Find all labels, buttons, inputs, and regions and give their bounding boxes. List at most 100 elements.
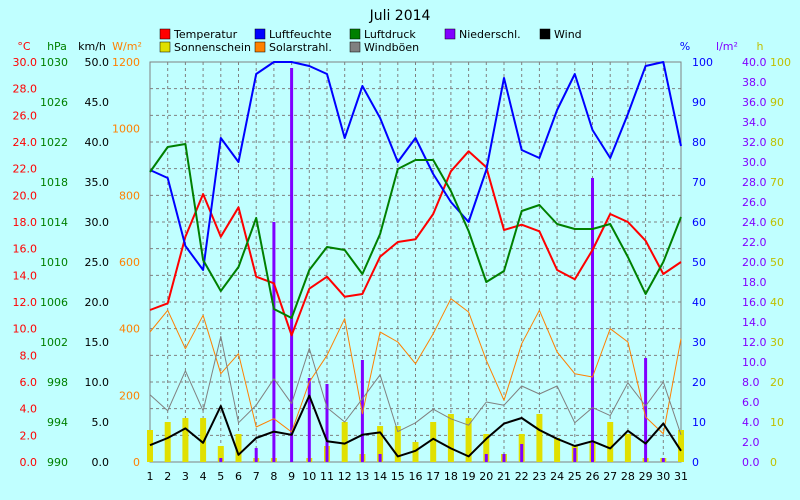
y-tick-label: 10.0 <box>13 323 38 336</box>
bar-sonnenschein <box>341 422 348 462</box>
x-tick-label: 27 <box>603 470 617 483</box>
x-tick-label: 13 <box>355 470 369 483</box>
x-tick-label: 4 <box>200 470 207 483</box>
y-tick-label: 0.0 <box>20 456 38 469</box>
series-line-temperatur <box>149 150 682 337</box>
x-tick-label: 12 <box>338 470 352 483</box>
axis-unit: km/h <box>78 40 106 53</box>
axis-units: °C hPa km/h W/m²% l/m² h <box>17 40 763 53</box>
bar-niederschl <box>290 68 294 462</box>
y-tick-label: 38.0 <box>742 76 767 89</box>
y-tick-label: 100 <box>770 56 791 69</box>
x-tick-label: 16 <box>409 470 423 483</box>
y-tick-label: 800 <box>119 189 140 202</box>
axis-unit: °C <box>17 40 31 53</box>
y-tick-label: 18.0 <box>742 276 767 289</box>
y-tick-label: 20.0 <box>742 256 767 269</box>
y-tick-label: 5.0 <box>92 416 110 429</box>
bar-sonnenschein <box>182 418 189 462</box>
x-tick-label: 29 <box>639 470 653 483</box>
axis-unit: hPa <box>47 40 67 53</box>
bar-niederschl <box>573 448 577 462</box>
y-tick-label: 90 <box>692 96 706 109</box>
x-tick-label: 25 <box>568 470 582 483</box>
y-tick-label: 0 <box>692 456 699 469</box>
y-tick-label: 36.0 <box>742 96 767 109</box>
y-tick-label: 14.0 <box>742 316 767 329</box>
series-line-windben <box>149 335 682 435</box>
y-tick-label: 30.0 <box>742 156 767 169</box>
series-line-solarstrahl <box>149 298 682 435</box>
y-tick-label: 26.0 <box>742 196 767 209</box>
y-tick-label: 40.0 <box>742 56 767 69</box>
y-tick-label: 1010 <box>40 256 68 269</box>
x-tick-label: 8 <box>270 470 277 483</box>
legend-swatch <box>444 28 456 40</box>
bar-sonnenschein <box>483 434 490 462</box>
y-tick-label: 80 <box>692 136 706 149</box>
bar-sonnenschein <box>607 422 614 462</box>
bar-niederschl <box>520 444 524 462</box>
series-line-luftfeuchte <box>149 61 682 271</box>
y-tick-label: 0 <box>133 456 140 469</box>
bar-sonnenschein <box>465 418 472 462</box>
y-tick-label: 32.0 <box>742 136 767 149</box>
y-tick-label: 10.0 <box>742 356 767 369</box>
axis-unit: h <box>757 40 764 53</box>
y-tick-label: 2.0 <box>742 436 760 449</box>
x-axis: 1 2 3 4 5 6 7 8 9 10 11 12 13 14 15 16 17 18 19 20 21 22 23 24 2… <box>147 470 689 483</box>
x-tick-label: 7 <box>253 470 260 483</box>
y-tick-label: 40 <box>692 296 706 309</box>
y-tick-label: 80 <box>770 136 784 149</box>
legend-swatch <box>349 41 361 53</box>
y-tick-label: 22.0 <box>742 236 767 249</box>
x-tick-label: 3 <box>182 470 189 483</box>
y-tick-label: 45.0 <box>85 96 110 109</box>
y-tick-label: 1030 <box>40 56 68 69</box>
y-tick-label: 24.0 <box>742 216 767 229</box>
y-tick-label: 10 <box>770 416 784 429</box>
x-tick-label: 17 <box>426 470 440 483</box>
y-tick-label: 0 <box>770 456 777 469</box>
y-tick-label: 70 <box>770 176 784 189</box>
bar-sonnenschein <box>235 434 242 462</box>
x-tick-label: 28 <box>621 470 635 483</box>
series-line-wind <box>149 394 682 458</box>
y-tick-label: 400 <box>119 323 140 336</box>
y-tick-label: 25.0 <box>85 256 110 269</box>
y-tick-label: 1022 <box>40 136 68 149</box>
x-tick-label: 6 <box>235 470 242 483</box>
y-tick-label: 4.0 <box>742 416 760 429</box>
y-tick-label: 200 <box>119 389 140 402</box>
x-tick-label: 10 <box>302 470 316 483</box>
x-tick-label: 15 <box>391 470 405 483</box>
y-tick-label: 50 <box>692 256 706 269</box>
legend-label: Luftfeuchte <box>269 28 332 41</box>
legend-swatch <box>254 28 266 40</box>
x-tick-label: 18 <box>444 470 458 483</box>
legend-swatch <box>159 41 171 53</box>
y-tick-label: 1000 <box>112 123 140 136</box>
y-tick-label: 20 <box>770 376 784 389</box>
y-tick-label: 994 <box>47 416 68 429</box>
y-tick-label: 2.0 <box>20 429 38 442</box>
legend-swatch <box>254 41 266 53</box>
bar-sonnenschein <box>147 430 153 462</box>
y-tick-label: 50.0 <box>85 56 110 69</box>
y-tick-label: 70 <box>692 176 706 189</box>
bar-sonnenschein <box>377 426 384 462</box>
x-tick-label: 31 <box>674 470 688 483</box>
x-tick-label: 2 <box>164 470 171 483</box>
x-tick-label: 5 <box>217 470 224 483</box>
y-tick-label: 40 <box>770 296 784 309</box>
x-tick-label: 24 <box>550 470 564 483</box>
bar-sonnenschein <box>678 430 684 462</box>
y-tick-label: 0.0 <box>92 456 110 469</box>
y-tick-label: 8.0 <box>742 376 760 389</box>
y-tick-label: 28.0 <box>13 83 38 96</box>
x-tick-label: 1 <box>147 470 154 483</box>
legend: Temperatur Luftfeuchte Luftdruck Niederschl… <box>159 28 582 54</box>
axis-unit: W/m² <box>112 40 142 53</box>
y-tick-label: 22.0 <box>13 163 38 176</box>
legend-swatch <box>349 28 361 40</box>
